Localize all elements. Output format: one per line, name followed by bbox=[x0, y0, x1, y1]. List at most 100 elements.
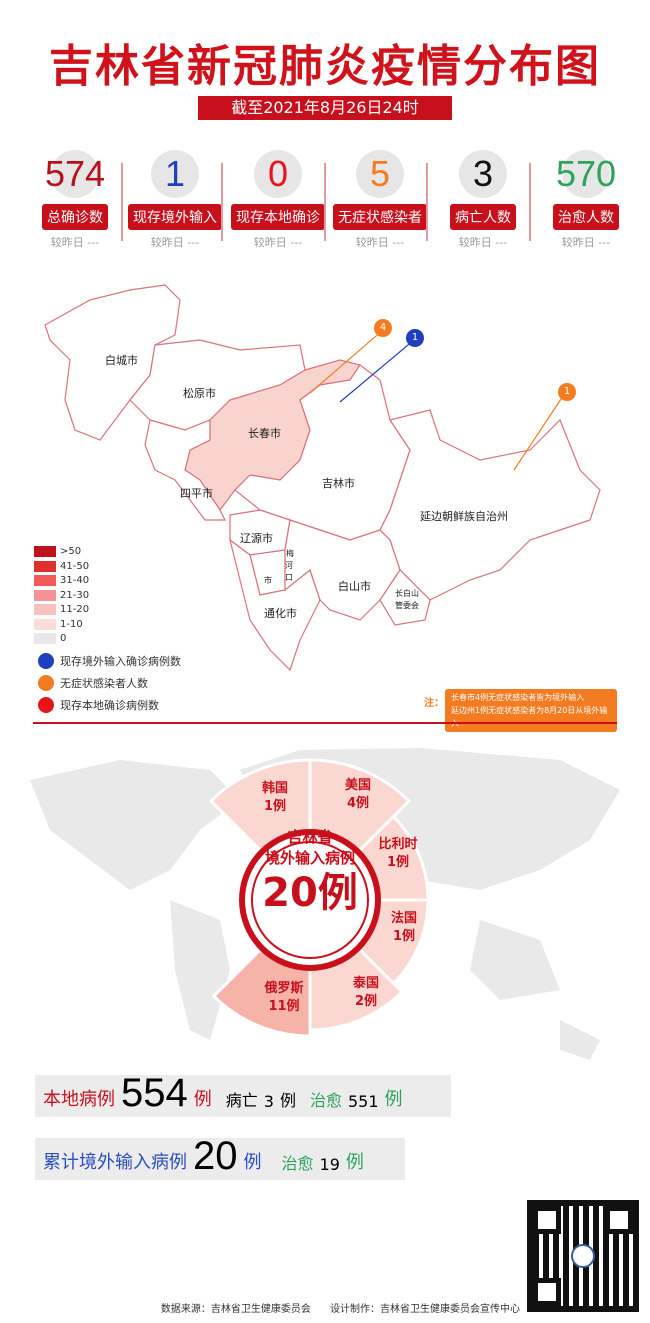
legend-dot-item: 现存本地确诊病例数 bbox=[38, 697, 159, 713]
stat-circle: 1 bbox=[151, 150, 199, 198]
divider bbox=[324, 163, 326, 241]
stat-compare: 较昨日 --- bbox=[253, 236, 303, 249]
country-label: 美国 4例 bbox=[338, 777, 378, 813]
country-count: 4例 bbox=[346, 796, 370, 811]
map-label: 松原市 bbox=[183, 387, 216, 400]
legend-dot bbox=[38, 697, 54, 713]
stat-label: 总确诊数 bbox=[42, 204, 108, 230]
country-name: 泰国 bbox=[352, 976, 379, 991]
jilin-map bbox=[44, 284, 601, 672]
stat-label: 现存本地确诊 bbox=[231, 204, 325, 230]
legend-swatch bbox=[34, 604, 56, 615]
map-label: 辽源市 bbox=[240, 532, 273, 545]
stat-label: 无症状感染者 bbox=[333, 204, 427, 230]
legend-label: 21-30 bbox=[60, 589, 90, 601]
region-yanbian bbox=[379, 409, 601, 601]
legend-label: 0 bbox=[60, 633, 67, 644]
stat-value: 0 bbox=[267, 153, 289, 194]
stat-label: 现存境外输入 bbox=[128, 204, 222, 230]
country-count: 1例 bbox=[263, 799, 287, 814]
legend-scale-item: 1-10 bbox=[34, 618, 83, 630]
center-ring bbox=[239, 829, 381, 971]
divider bbox=[121, 163, 123, 241]
center-line1: 吉林省 bbox=[287, 828, 333, 846]
map-label: 河 bbox=[285, 561, 293, 570]
region-siping bbox=[144, 419, 226, 521]
import-value: 20 bbox=[193, 1134, 238, 1178]
legend-label: >50 bbox=[60, 546, 82, 557]
country-label: 俄罗斯 11例 bbox=[264, 980, 304, 1016]
center-label: 吉林省 境外输入病例 20例 bbox=[228, 826, 392, 918]
stat-circle: 5 bbox=[356, 150, 404, 198]
country-name: 比利时 bbox=[378, 837, 418, 852]
map-label: 白山市 bbox=[338, 580, 371, 593]
stat-circle: 0 bbox=[254, 150, 302, 198]
map-label: 吉林市 bbox=[322, 477, 355, 490]
legend-swatch bbox=[34, 560, 56, 572]
stat-compare: 较昨日 --- bbox=[50, 236, 100, 249]
legend-scale-item: 0 bbox=[34, 633, 66, 644]
local-value: 554 bbox=[121, 1071, 188, 1115]
cured-value: 551 bbox=[347, 1092, 379, 1111]
center-total: 20例 bbox=[262, 870, 358, 916]
legend-swatch bbox=[34, 575, 56, 586]
death-value: 3 bbox=[263, 1092, 274, 1111]
footer: 数据来源：吉林省卫生健康委员会 设计制作：吉林省卫生健康委员会宣传中心 bbox=[0, 1300, 520, 1315]
country-label: 比利时 1例 bbox=[378, 836, 418, 872]
legend-dot-item: 现存境外输入确诊病例数 bbox=[38, 653, 181, 669]
divider bbox=[529, 163, 531, 241]
unit: 例 bbox=[243, 1152, 262, 1173]
note-line: 长春市4例无症状感染者皆为境外输入 bbox=[451, 693, 585, 702]
legend-scale-item: 21-30 bbox=[34, 589, 90, 601]
legend-scale-item: 31-40 bbox=[34, 575, 89, 586]
case-marker[interactable]: 1 bbox=[406, 329, 424, 347]
stat-compare: 较昨日 --- bbox=[458, 236, 508, 249]
qr-code bbox=[527, 1200, 639, 1312]
legend-swatch bbox=[34, 589, 56, 601]
case-marker[interactable]: 1 bbox=[558, 383, 576, 401]
legend-scale-item: 11-20 bbox=[34, 604, 89, 615]
region-changbaishan bbox=[379, 569, 431, 626]
country-count: 11例 bbox=[268, 999, 300, 1014]
stat-value: 3 bbox=[472, 153, 494, 194]
source-text: 数据来源：吉林省卫生健康委员会 bbox=[160, 1304, 311, 1315]
import-summary: 累计境外输入病例 20 例 治愈 19 例 bbox=[35, 1134, 405, 1180]
map-label: 白城市 bbox=[105, 354, 138, 367]
stat-circle: 570 bbox=[556, 150, 616, 198]
country-label: 泰国 2例 bbox=[346, 975, 386, 1011]
stat-1: 1 现存境外输入 较昨日 --- bbox=[125, 150, 225, 250]
divider bbox=[221, 163, 223, 241]
country-label: 法国 1例 bbox=[384, 910, 424, 946]
country-label: 韩国 1例 bbox=[255, 780, 295, 816]
emblem-icon bbox=[571, 1244, 595, 1268]
legend-label: 现存本地确诊病例数 bbox=[60, 699, 159, 712]
stat-5: 570 治愈人数 较昨日 --- bbox=[536, 150, 636, 250]
stat-value: 574 bbox=[44, 153, 106, 194]
stat-0: 574 总确诊数较昨日 --- bbox=[25, 150, 125, 250]
map-label: 市 bbox=[264, 576, 272, 585]
region-tonghua bbox=[229, 538, 321, 672]
case-marker[interactable]: 4 bbox=[374, 319, 392, 337]
stat-compare: 较昨日 --- bbox=[561, 236, 611, 249]
country-name: 韩国 bbox=[261, 781, 288, 796]
legend-label: 现存境外输入确诊病例数 bbox=[60, 655, 181, 668]
country-count: 1例 bbox=[386, 855, 410, 870]
stat-4: 3 病亡人数 较昨日 --- bbox=[433, 150, 533, 250]
unit: 例 bbox=[279, 1091, 296, 1110]
cured-label: 治愈 bbox=[281, 1154, 314, 1173]
import-cured-value: 19 bbox=[319, 1155, 340, 1174]
map-label: 通化市 bbox=[264, 607, 297, 620]
map-label: 管委会 bbox=[395, 601, 419, 610]
center-line2: 境外输入病例 bbox=[264, 849, 355, 867]
local-summary: 本地病例 554 例 病亡 3 例 治愈 551 例 bbox=[35, 1071, 451, 1117]
legend-label: 11-20 bbox=[60, 604, 90, 615]
death-label: 病亡 bbox=[225, 1091, 258, 1110]
legend-label: 31-40 bbox=[60, 575, 90, 586]
map-label: 延边朝鲜族自治州 bbox=[420, 510, 508, 523]
legend-swatch bbox=[34, 546, 56, 557]
center-ring bbox=[251, 841, 369, 959]
local-label: 本地病例 bbox=[43, 1089, 115, 1110]
legend-dot bbox=[38, 675, 54, 691]
divider bbox=[426, 163, 428, 241]
